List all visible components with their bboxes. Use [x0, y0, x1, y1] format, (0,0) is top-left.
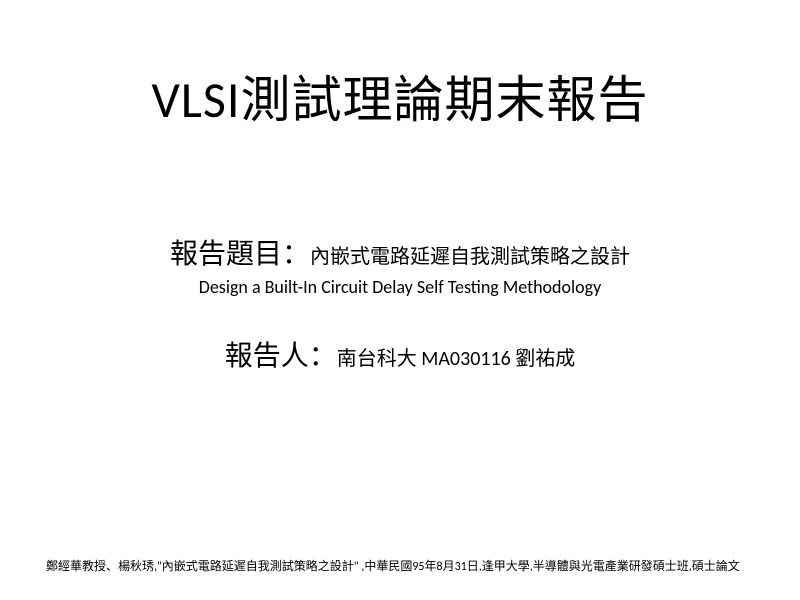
slide-content: 報告題目：內嵌式電路延遲自我測試策略之設計 Design a Built-In … — [40, 232, 760, 374]
topic-label: 報告題目： — [170, 236, 310, 271]
presentation-slide: VLSI測試理論期末報告 報告題目：內嵌式電路延遲自我測試策略之設計 Desig… — [0, 0, 800, 600]
topic-text: 內嵌式電路延遲自我測試策略之設計 — [310, 245, 630, 269]
footnote-citation: 鄭經華教授、楊秋琇,"內嵌式電路延遲自我測試策略之設計" ,中華民國95年8月3… — [46, 559, 760, 576]
presenter-label: 報告人： — [225, 338, 337, 373]
topic-english: Design a Built-In Circuit Delay Self Tes… — [40, 276, 760, 298]
topic-line: 報告題目：內嵌式電路延遲自我測試策略之設計 — [40, 232, 760, 272]
slide-title: VLSI測試理論期末報告 — [40, 60, 760, 132]
presenter-text: 南台科大 MA030116 劉祐成 — [337, 347, 576, 371]
presenter-line: 報告人：南台科大 MA030116 劉祐成 — [40, 334, 760, 374]
